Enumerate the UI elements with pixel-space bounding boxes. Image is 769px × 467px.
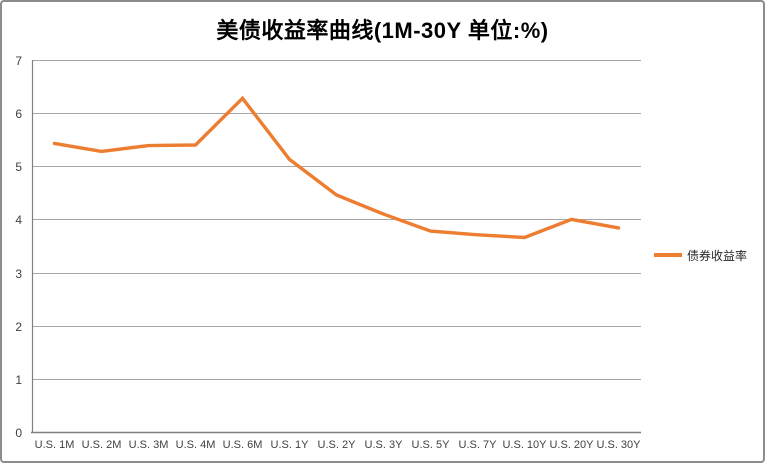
legend-label: 债券收益率 [687, 248, 748, 263]
x-tick-label: U.S. 2Y [317, 439, 356, 451]
x-tick-label: U.S. 1Y [270, 439, 309, 451]
y-tick-label: 5 [15, 159, 22, 174]
legend-line-swatch [654, 253, 682, 257]
y-tick-label: 0 [15, 425, 22, 440]
x-tick-label: U.S. 7Y [458, 439, 497, 451]
x-tick-label: U.S. 3M [128, 439, 169, 451]
x-tick-label: U.S. 20Y [549, 439, 594, 451]
y-tick-label: 3 [15, 266, 22, 281]
y-tick-label: 1 [15, 372, 22, 387]
chart-title: 美债收益率曲线(1M-30Y 单位:%) [216, 18, 549, 43]
x-tick-label: U.S. 3Y [364, 439, 403, 451]
y-tick-label: 2 [15, 319, 22, 334]
x-tick-label: U.S. 6M [222, 439, 263, 451]
y-tick-label: 6 [15, 106, 22, 121]
y-tick-label: 4 [15, 212, 22, 227]
yield-curve-line [52, 95, 621, 240]
x-tick-label: U.S. 10Y [502, 439, 547, 451]
legend: 债券收益率 [654, 247, 747, 263]
x-tick-label: U.S. 2M [81, 439, 122, 451]
y-tick-label: 7 [15, 53, 22, 68]
x-tick-label: U.S. 5Y [411, 439, 450, 451]
yield-curve-plot [31, 60, 641, 434]
x-tick-label: U.S. 4M [175, 439, 216, 451]
x-tick-label: U.S. 30Y [596, 439, 641, 451]
x-tick-label: U.S. 1M [34, 439, 75, 451]
